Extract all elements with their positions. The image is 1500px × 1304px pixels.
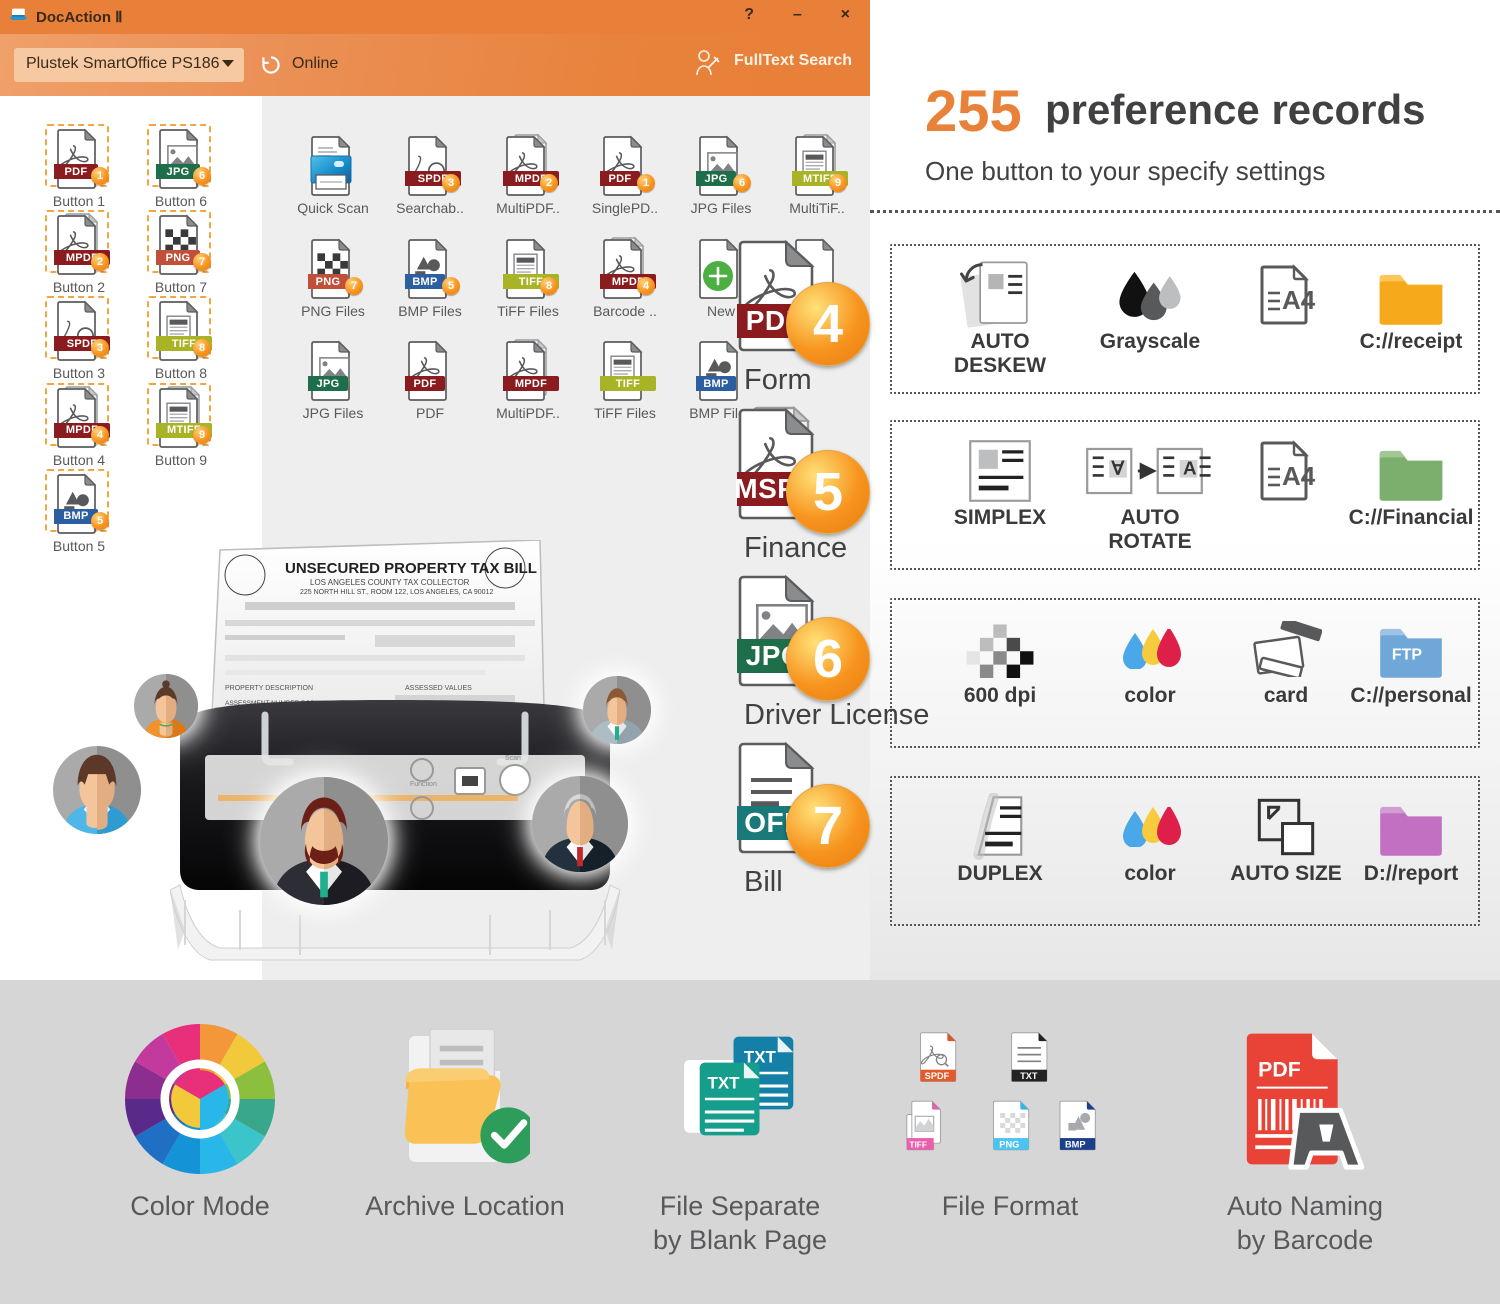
svg-text:ASSESSED VALUES: ASSESSED VALUES xyxy=(405,685,472,692)
svg-text:Scan: Scan xyxy=(505,755,521,762)
svg-text:225 NORTH HILL ST., ROOM 122,: 225 NORTH HILL ST., ROOM 122, LOS ANGELE… xyxy=(300,589,493,596)
svg-text:UNSECURED PROPERTY TAX BILL: UNSECURED PROPERTY TAX BILL xyxy=(285,560,537,577)
svg-text:Function: Function xyxy=(410,781,437,788)
svg-text:LOS ANGELES COUNTY TAX COLLECT: LOS ANGELES COUNTY TAX COLLECTOR xyxy=(310,578,470,587)
svg-text:PROPERTY DESCRIPTION: PROPERTY DESCRIPTION xyxy=(225,685,313,692)
